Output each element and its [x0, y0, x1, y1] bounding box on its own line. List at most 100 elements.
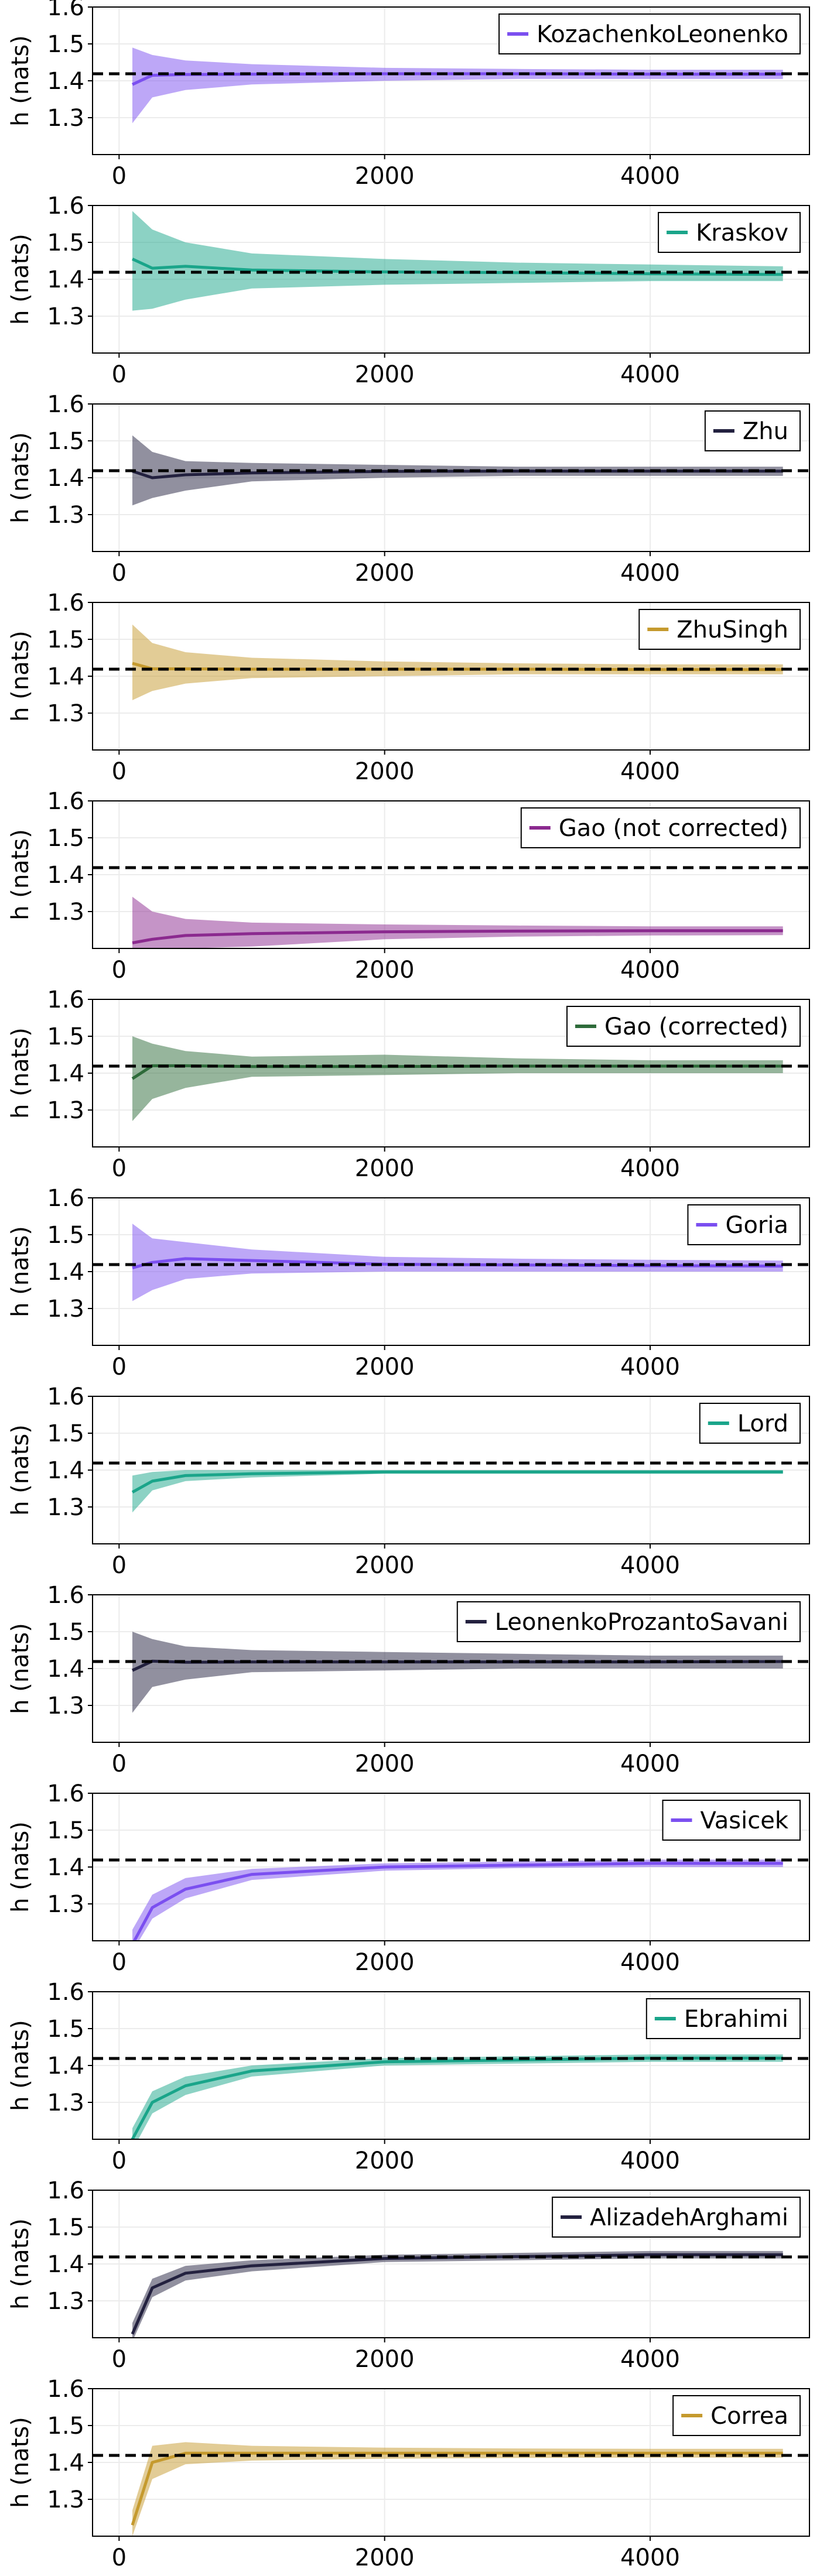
y-tick-label: 1.5: [47, 2214, 84, 2241]
legend-label: AlizadehArghami: [590, 2204, 788, 2231]
plot-content: [93, 866, 809, 948]
confidence-band: [132, 1632, 783, 1713]
x-tick-label: 0: [112, 1751, 127, 1777]
plot-content: [93, 211, 809, 311]
y-tick-label: 1.3: [47, 1097, 84, 1124]
x-tick-label: 2000: [355, 2544, 415, 2571]
confidence-band: [132, 211, 783, 311]
legend: AlizadehArghami: [552, 2197, 801, 2238]
y-axis-label: h (nats): [7, 2417, 34, 2508]
y-tick-label: 1.3: [47, 1296, 84, 1323]
x-tick-label: 4000: [620, 2346, 680, 2373]
series-line: [131, 2253, 783, 2335]
panel-6: 1.3 1.4 1.5 1.6 0 2000 4000 h (nats) Gao (correc…: [7, 986, 810, 1182]
legend-label: Ebrahimi: [684, 2006, 788, 2033]
y-tick-label: 1.4: [47, 1457, 84, 1484]
x-tick-label: 4000: [620, 2544, 680, 2571]
y-tick-label: 1.6: [47, 1979, 84, 2006]
y-tick-label: 1.3: [47, 2089, 84, 2116]
y-tick-label: 1.4: [47, 1656, 84, 1683]
x-tick-label: 4000: [620, 361, 680, 388]
legend-label: Gao (not corrected): [559, 815, 788, 842]
legend-label: ZhuSingh: [676, 616, 788, 643]
y-tick-label: 1.3: [47, 1494, 84, 1521]
y-tick-label: 1.5: [47, 2016, 84, 2043]
x-tick-label: 0: [112, 1155, 127, 1182]
legend-label: KozachenkoLeonenko: [537, 21, 788, 48]
legend: Gao (not corrected): [520, 807, 801, 848]
x-tick-label: 2000: [355, 1155, 415, 1182]
legend: Lord: [699, 1403, 801, 1444]
y-tick-label: 1.6: [47, 788, 84, 815]
x-tick-label: 2000: [355, 1552, 415, 1579]
y-tick-label: 1.3: [47, 1693, 84, 1719]
y-tick-label: 1.5: [47, 1023, 84, 1050]
legend-box: [520, 807, 801, 848]
y-axis-label: h (nats): [7, 1027, 34, 1119]
legend-label: Gao (corrected): [604, 1013, 788, 1040]
panel-13: 1.3 1.4 1.5 1.6 0 2000 4000 h (nats) Correa: [7, 2376, 810, 2571]
confidence-band: [132, 1859, 783, 1941]
legend: ZhuSingh: [638, 609, 801, 650]
series-line: [131, 1470, 783, 1493]
panel-4: 1.3 1.4 1.5 1.6 0 2000 4000 h (nats) ZhuSingh: [7, 590, 810, 785]
confidence-band: [132, 2442, 783, 2536]
x-tick-label: 4000: [620, 2147, 680, 2174]
plot-content: [93, 1858, 809, 1941]
x-tick-label: 2000: [355, 560, 415, 587]
confidence-band: [132, 47, 783, 124]
panel-2: 1.3 1.4 1.5 1.6 0 2000 4000 h (nats) Kraskov: [7, 193, 810, 388]
x-tick-label: 0: [112, 758, 127, 785]
confidence-band: [132, 2250, 783, 2338]
y-tick-label: 1.4: [47, 2053, 84, 2080]
legend-label: Goria: [725, 1212, 788, 1239]
y-tick-label: 1.4: [47, 2251, 84, 2278]
y-axis-label: h (nats): [7, 35, 34, 126]
panel-9: 1.3 1.4 1.5 1.6 0 2000 4000 h (nats) LeonenkoPro…: [7, 1582, 810, 1777]
y-tick-label: 1.6: [47, 0, 84, 21]
y-tick-label: 1.3: [47, 502, 84, 529]
series-line: [132, 470, 783, 479]
y-tick-label: 1.3: [47, 105, 84, 132]
x-tick-label: 2000: [355, 758, 415, 785]
x-tick-label: 2000: [355, 361, 415, 388]
series-line: [132, 929, 783, 944]
y-tick-label: 1.5: [47, 1817, 84, 1844]
x-tick-label: 0: [112, 1354, 127, 1381]
y-tick-label: 1.4: [47, 663, 84, 690]
x-tick-label: 4000: [620, 1751, 680, 1777]
y-tick-label: 1.6: [47, 2177, 84, 2204]
panel-12: 1.3 1.4 1.5 1.6 0 2000 4000 h (nats) AlizadehArg…: [7, 2177, 810, 2373]
plot-content: [93, 47, 809, 124]
y-tick-label: 1.5: [47, 1222, 84, 1249]
legend-label: Correa: [710, 2403, 788, 2430]
x-tick-label: 0: [112, 1552, 127, 1579]
x-tick-label: 0: [112, 163, 127, 190]
y-tick-label: 1.5: [47, 31, 84, 58]
series-line: [131, 258, 783, 276]
confidence-band: [132, 1224, 783, 1301]
y-tick-label: 1.4: [47, 1854, 84, 1881]
y-tick-label: 1.3: [47, 2486, 84, 2513]
y-tick-label: 1.4: [47, 68, 84, 95]
y-tick-label: 1.6: [47, 1185, 84, 1212]
x-tick-label: 2000: [355, 957, 415, 984]
y-axis-label: h (nats): [7, 631, 34, 722]
x-tick-label: 2000: [355, 1751, 415, 1777]
series-line: [132, 1257, 783, 1270]
y-tick-label: 1.4: [47, 1060, 84, 1087]
plot-content: [93, 1036, 809, 1121]
plot-content: [93, 624, 809, 700]
x-tick-label: 4000: [620, 560, 680, 587]
y-tick-label: 1.3: [47, 700, 84, 727]
x-tick-label: 2000: [355, 1354, 415, 1381]
x-tick-label: 4000: [620, 758, 680, 785]
plot-content: [93, 435, 809, 506]
y-tick-label: 1.3: [47, 899, 84, 926]
plot-content: [93, 1632, 809, 1713]
y-axis-label: h (nats): [7, 1424, 34, 1516]
y-tick-label: 1.3: [47, 2288, 84, 2315]
plot-content: [93, 1461, 809, 1513]
panel-1: 1.3 1.4 1.5 1.6 0 2000 4000 h (nats) KozachenkoL…: [7, 0, 810, 190]
